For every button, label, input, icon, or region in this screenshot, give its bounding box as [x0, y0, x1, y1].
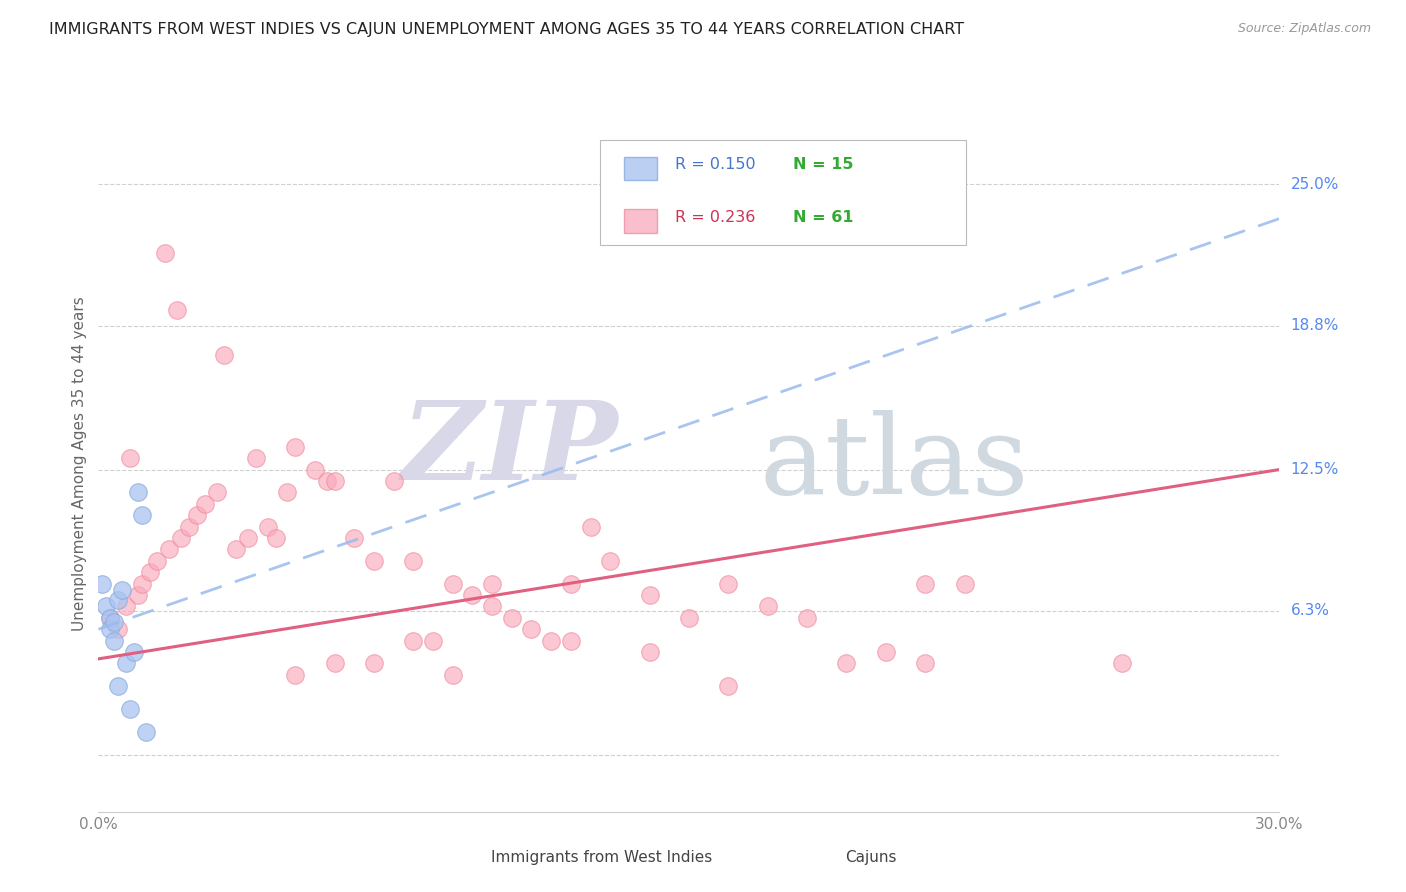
- Point: [214, 349, 236, 363]
- Point: [135, 724, 157, 739]
- Point: [678, 611, 700, 625]
- Text: IMMIGRANTS FROM WEST INDIES VS CAJUN UNEMPLOYMENT AMONG AGES 35 TO 44 YEARS CORR: IMMIGRANTS FROM WEST INDIES VS CAJUN UNE…: [49, 22, 965, 37]
- Point: [127, 588, 149, 602]
- Point: [323, 657, 346, 671]
- Y-axis label: Unemployment Among Ages 35 to 44 years: Unemployment Among Ages 35 to 44 years: [72, 296, 87, 632]
- Point: [127, 485, 149, 500]
- Point: [914, 657, 936, 671]
- Point: [422, 633, 444, 648]
- Point: [177, 519, 200, 533]
- Point: [343, 531, 366, 545]
- FancyBboxPatch shape: [600, 140, 966, 244]
- Point: [717, 679, 740, 693]
- Text: R = 0.236: R = 0.236: [675, 210, 755, 225]
- Text: 12.5%: 12.5%: [1291, 462, 1339, 477]
- Point: [166, 302, 188, 317]
- Point: [103, 615, 125, 630]
- Point: [157, 542, 180, 557]
- Point: [96, 599, 118, 614]
- Point: [131, 576, 153, 591]
- Text: Source: ZipAtlas.com: Source: ZipAtlas.com: [1237, 22, 1371, 36]
- Point: [205, 485, 228, 500]
- Point: [111, 583, 134, 598]
- Point: [835, 657, 858, 671]
- Text: N = 61: N = 61: [793, 210, 853, 225]
- Point: [875, 645, 897, 659]
- Point: [186, 508, 208, 523]
- Point: [264, 531, 287, 545]
- Point: [315, 474, 337, 488]
- Text: 6.3%: 6.3%: [1291, 604, 1330, 618]
- Point: [540, 633, 562, 648]
- Point: [155, 245, 177, 260]
- Point: [441, 576, 464, 591]
- Point: [236, 531, 259, 545]
- Point: [717, 576, 740, 591]
- FancyBboxPatch shape: [453, 845, 482, 870]
- Text: ZIP: ZIP: [402, 396, 619, 504]
- FancyBboxPatch shape: [807, 845, 837, 870]
- Point: [579, 519, 602, 533]
- Point: [323, 474, 346, 488]
- Point: [560, 633, 582, 648]
- Point: [122, 645, 145, 659]
- Point: [225, 542, 247, 557]
- Point: [520, 622, 543, 636]
- Point: [304, 462, 326, 476]
- Point: [194, 497, 217, 511]
- Point: [107, 622, 129, 636]
- Point: [245, 451, 267, 466]
- Point: [107, 592, 129, 607]
- Point: [1111, 657, 1133, 671]
- Point: [98, 611, 121, 625]
- Point: [501, 611, 523, 625]
- Point: [402, 554, 425, 568]
- Point: [146, 554, 169, 568]
- Point: [638, 645, 661, 659]
- Point: [276, 485, 298, 500]
- Text: atlas: atlas: [759, 410, 1029, 517]
- Text: R = 0.150: R = 0.150: [675, 157, 755, 172]
- Point: [461, 588, 484, 602]
- Point: [481, 576, 503, 591]
- FancyBboxPatch shape: [624, 210, 657, 233]
- Point: [796, 611, 818, 625]
- Point: [953, 576, 976, 591]
- Point: [138, 565, 160, 579]
- Point: [284, 440, 307, 454]
- Point: [284, 668, 307, 682]
- Point: [256, 519, 278, 533]
- Point: [103, 633, 125, 648]
- Point: [363, 657, 385, 671]
- Point: [441, 668, 464, 682]
- Point: [98, 611, 121, 625]
- Point: [638, 588, 661, 602]
- Point: [914, 576, 936, 591]
- Point: [131, 508, 153, 523]
- Point: [115, 657, 138, 671]
- Text: 25.0%: 25.0%: [1291, 177, 1339, 192]
- Point: [98, 622, 121, 636]
- Point: [402, 633, 425, 648]
- Point: [599, 554, 621, 568]
- Point: [118, 702, 141, 716]
- Point: [118, 451, 141, 466]
- Text: Cajuns: Cajuns: [845, 850, 897, 865]
- Point: [382, 474, 405, 488]
- Text: Immigrants from West Indies: Immigrants from West Indies: [491, 850, 711, 865]
- Point: [481, 599, 503, 614]
- Point: [107, 679, 129, 693]
- Point: [115, 599, 138, 614]
- FancyBboxPatch shape: [624, 157, 657, 180]
- Point: [756, 599, 779, 614]
- Point: [170, 531, 193, 545]
- Point: [363, 554, 385, 568]
- Text: 18.8%: 18.8%: [1291, 318, 1339, 334]
- Point: [560, 576, 582, 591]
- Text: N = 15: N = 15: [793, 157, 853, 172]
- Point: [91, 576, 114, 591]
